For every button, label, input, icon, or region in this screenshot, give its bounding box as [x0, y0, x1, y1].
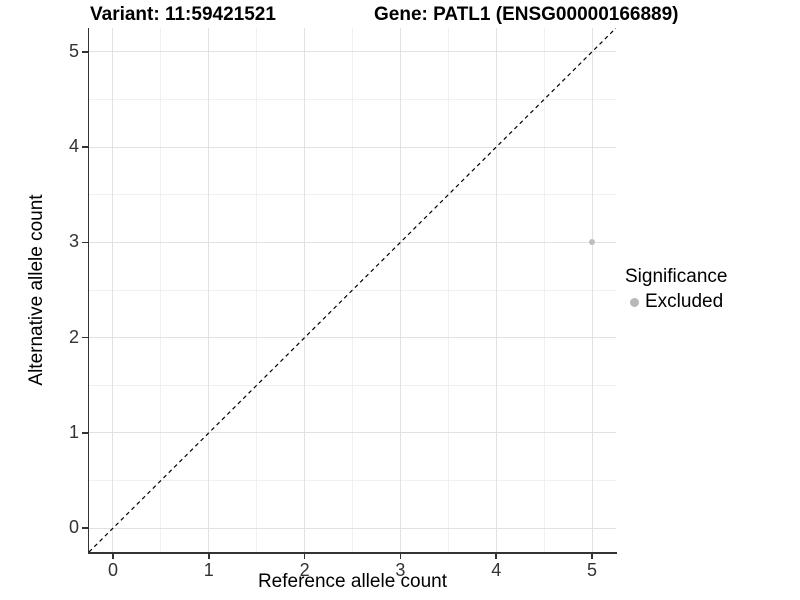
x-tick-mark — [495, 553, 497, 559]
plot-title-variant: Variant: 11:59421521 — [90, 4, 276, 25]
x-axis-title: Reference allele count — [257, 571, 448, 592]
y-tick-label: 0 — [68, 517, 79, 538]
x-tick-mark — [303, 553, 306, 559]
x-tick-label: 3 — [395, 560, 406, 580]
grid-minor-y — [89, 98, 616, 100]
y-axis-line — [87, 28, 89, 554]
x-tick-label: 2 — [299, 560, 310, 580]
legend-title: Significance — [625, 266, 728, 287]
grid-minor-y — [89, 289, 616, 291]
x-tick-mark — [208, 553, 210, 559]
grid-major-x — [208, 28, 210, 552]
x-tick-label: 0 — [107, 560, 118, 580]
legend-item-label: Excluded — [645, 291, 724, 312]
grid-major-y — [89, 51, 616, 53]
data-point-excluded — [589, 239, 596, 246]
x-tick-label: 5 — [587, 560, 598, 580]
grid-major-y — [89, 146, 616, 148]
y-axis-title: Alternative allele count — [26, 194, 47, 386]
x-axis-line — [87, 552, 617, 554]
identity-line — [89, 28, 616, 552]
y-tick-mark — [81, 241, 88, 244]
x-tick-mark — [112, 553, 114, 559]
y-tick-mark — [81, 527, 88, 529]
y-tick-label: 1 — [68, 421, 79, 442]
grid-major-x — [591, 28, 593, 552]
y-tick-mark — [81, 146, 88, 148]
grid-major-x — [112, 28, 114, 552]
legend: Significance Excluded — [625, 266, 727, 313]
grid-major-x — [495, 28, 497, 552]
y-tick-label: 3 — [68, 231, 79, 252]
grid-major-y — [89, 241, 616, 243]
legend-item-excluded: Excluded — [625, 291, 727, 313]
grid-major-x — [304, 28, 306, 552]
x-tick-label: 4 — [491, 560, 502, 580]
y-tick-label: 4 — [68, 136, 79, 157]
y-tick-label: 2 — [68, 326, 79, 347]
y-tick-label: 5 — [68, 40, 79, 61]
y-tick-mark — [81, 432, 88, 434]
x-tick-mark — [591, 553, 593, 559]
grid-minor-y — [89, 480, 616, 482]
grid-major-x — [399, 28, 401, 552]
grid-major-y — [89, 337, 616, 339]
grid-major-y — [89, 527, 616, 529]
grid-major-y — [89, 432, 616, 434]
grid-minor-y — [89, 384, 616, 386]
plot-title-gene: Gene: PATL1 (ENSG00000166889) — [374, 4, 679, 25]
plot-panel — [89, 28, 616, 552]
x-tick-label: 1 — [203, 560, 214, 580]
y-tick-mark — [81, 51, 88, 53]
y-tick-mark — [81, 336, 88, 339]
excluded-point-swatch — [630, 297, 639, 307]
x-tick-mark — [399, 553, 402, 559]
grid-minor-y — [89, 194, 616, 196]
